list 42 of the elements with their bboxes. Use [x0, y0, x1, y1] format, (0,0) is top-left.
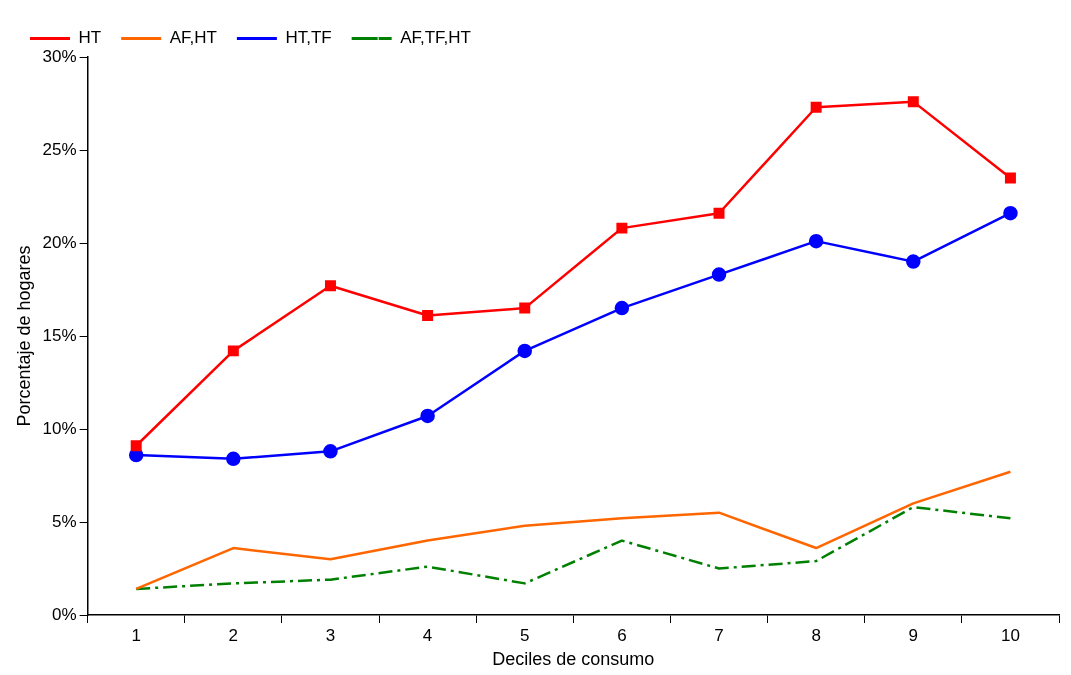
legend-label: HT	[78, 28, 102, 48]
x-tick-label: 7	[714, 625, 724, 645]
x-tick-label: 9	[908, 625, 919, 645]
point	[519, 302, 531, 314]
x-tick-label: 10	[1000, 625, 1020, 645]
point	[1004, 172, 1016, 184]
point	[808, 233, 824, 249]
y-tick-label: 10%	[42, 418, 77, 438]
y-tick-label: 15%	[42, 325, 77, 345]
point	[810, 101, 822, 113]
point	[517, 343, 532, 359]
point	[616, 222, 628, 234]
point	[420, 408, 435, 424]
point	[130, 440, 142, 452]
point	[907, 96, 919, 108]
y-tick-label: 25%	[42, 139, 77, 159]
y-tick-label: 5%	[52, 511, 77, 531]
x-tick-label: 3	[325, 625, 336, 645]
point	[1003, 205, 1018, 221]
x-tick-label: 2	[228, 625, 239, 645]
legend-label: AF,TF,HT	[400, 28, 471, 48]
x-tick-label: 1	[131, 625, 141, 645]
point	[227, 345, 239, 357]
x-tick-label: 4	[422, 625, 433, 645]
point	[711, 267, 727, 282]
y-tick-label: 20%	[42, 232, 77, 252]
legend-label: AF,HT	[169, 28, 217, 48]
x-axis-title: Deciles de consumo	[492, 649, 655, 670]
point	[614, 300, 630, 316]
point	[906, 254, 921, 269]
x-tick-label: 5	[520, 625, 530, 645]
x-tick-label: 6	[617, 625, 627, 645]
point	[324, 280, 336, 292]
point	[713, 207, 725, 219]
x-tick-label: 8	[811, 625, 821, 645]
point	[422, 310, 434, 322]
legend-label: HT,TF	[285, 28, 332, 48]
y-tick-label: 30%	[42, 46, 77, 66]
point	[226, 451, 241, 467]
y-tick-label: 0%	[52, 604, 77, 624]
point	[323, 444, 338, 459]
y-axis-title: Porcentaje de hogares	[13, 245, 34, 427]
